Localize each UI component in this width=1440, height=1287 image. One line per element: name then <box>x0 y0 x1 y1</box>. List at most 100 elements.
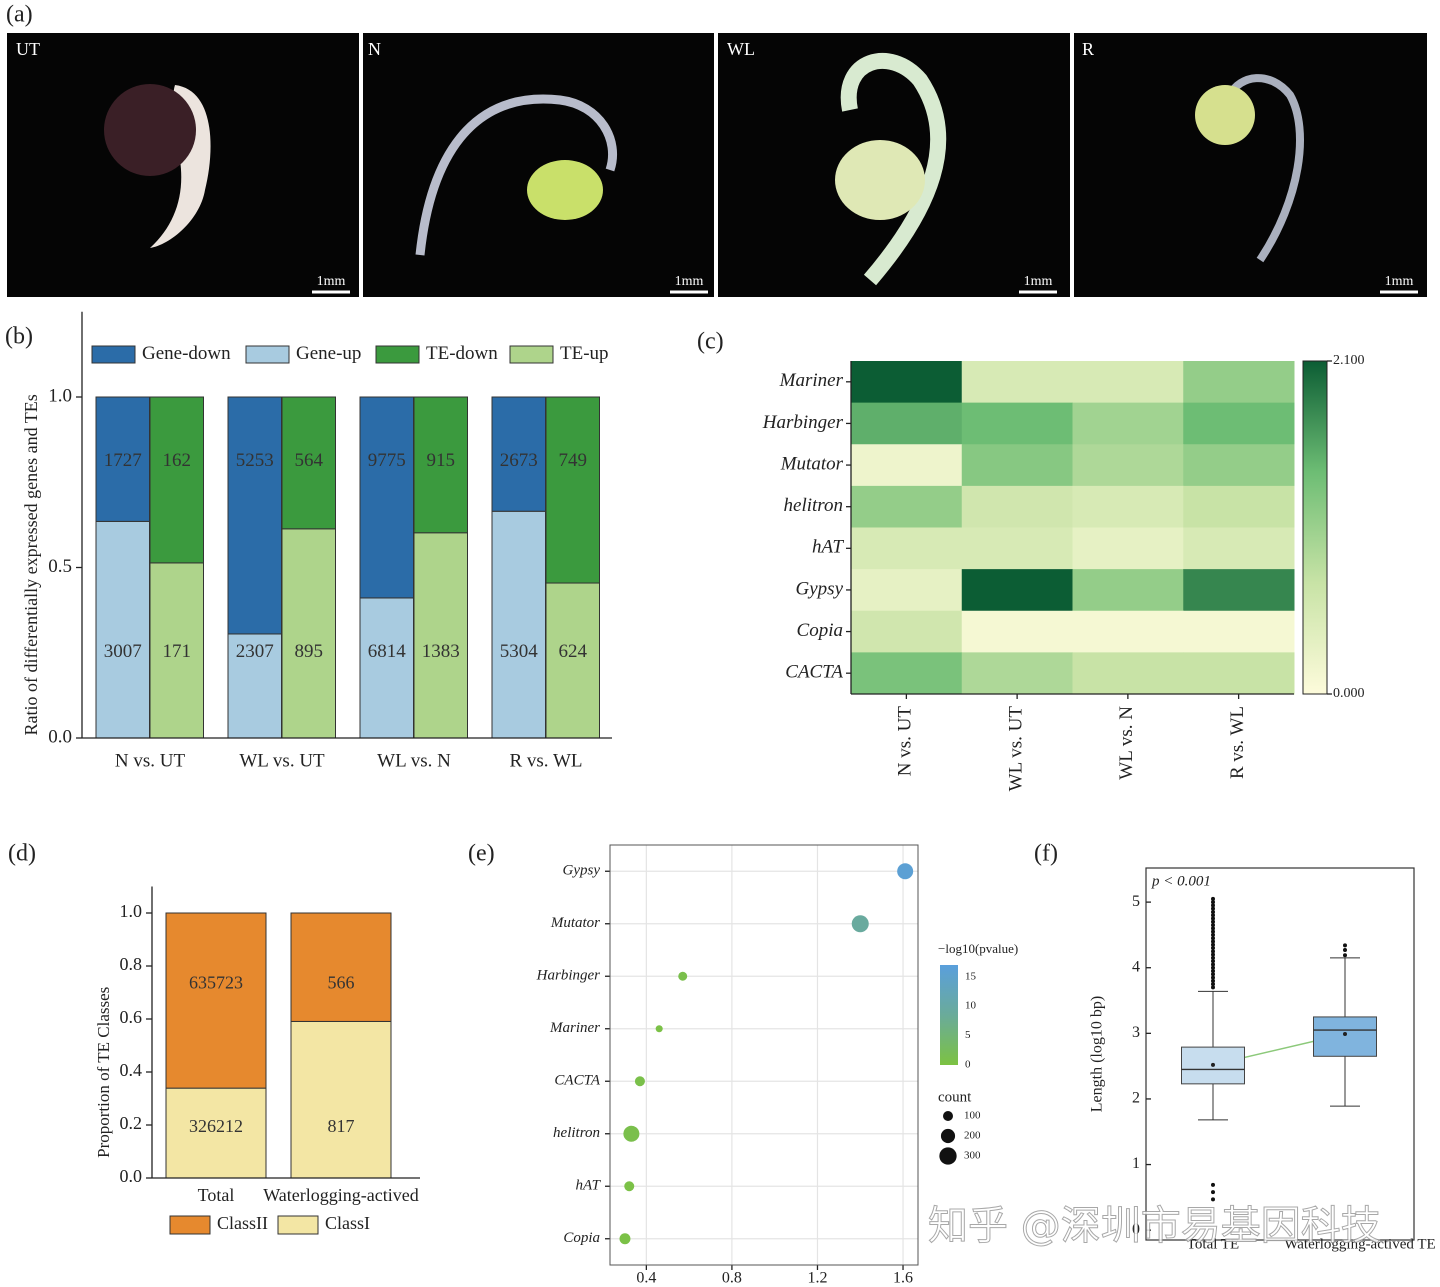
y-tick-label: 0.0 <box>48 726 72 747</box>
x-tick-label: 1.2 <box>807 1270 827 1287</box>
legend-label: Gene-up <box>296 343 361 364</box>
plot-frame <box>1145 867 1415 1241</box>
heatmap-cell <box>961 610 1073 653</box>
data-label: 5253 <box>236 450 274 471</box>
x-tick-label: Total TE <box>1187 1236 1239 1252</box>
outlier <box>1211 900 1215 905</box>
column-label: WL vs. N <box>1116 706 1137 780</box>
colorbar-label: 5 <box>965 1029 971 1041</box>
y-tick-label: 0.4 <box>120 1060 143 1080</box>
x-tick-label: Waterlogging-actived TE <box>1284 1236 1435 1252</box>
heatmap-cell <box>851 402 963 445</box>
panel-label: (d) <box>8 841 36 867</box>
outlier <box>1211 942 1215 947</box>
outlier <box>1211 936 1215 941</box>
point <box>623 1125 640 1142</box>
heatmap-cell <box>1072 485 1184 528</box>
legend-swatch <box>245 345 290 364</box>
y-tick-label: 0.6 <box>120 1007 143 1027</box>
y-tick-label: 0.5 <box>48 556 72 577</box>
size-legend-label: 200 <box>964 1130 981 1142</box>
data-label: 624 <box>559 641 588 662</box>
outlier <box>1211 985 1215 990</box>
data-label: 326212 <box>189 1116 243 1136</box>
legend-swatch <box>277 1215 319 1235</box>
data-label: 2307 <box>236 641 274 662</box>
heatmap-cell <box>961 485 1073 528</box>
watermark: 知乎 @深圳市易基因科技 <box>928 1203 1381 1249</box>
y-tick-label: helitron <box>553 1125 600 1141</box>
y-tick-label: 3 <box>1132 1024 1140 1041</box>
outlier <box>1211 1190 1215 1195</box>
size-legend-label: 100 <box>964 1110 981 1122</box>
bar-segment <box>290 1020 392 1179</box>
row-label: helitron <box>784 495 843 516</box>
x-tick-label: Total <box>198 1185 235 1205</box>
outlier <box>1211 923 1215 928</box>
heatmap-cell <box>1183 402 1295 445</box>
y-tick-label: Harbinger <box>536 968 600 984</box>
outlier <box>1211 913 1215 918</box>
outlier <box>1211 975 1215 980</box>
bar-segment <box>359 396 414 599</box>
heatmap-cell <box>961 444 1073 487</box>
y-tick-label: Mutator <box>550 915 600 931</box>
panel-label: (a) <box>6 2 33 28</box>
y-tick-label: 0 <box>1132 1221 1140 1238</box>
outlier <box>1211 969 1215 974</box>
outlier <box>1211 939 1215 944</box>
y-tick-label: 1 <box>1132 1155 1140 1172</box>
heatmap-cell <box>1072 610 1184 653</box>
outlier <box>1211 903 1215 908</box>
annotation: p < 0.001 <box>1151 873 1211 889</box>
heatmap-cell <box>961 652 1073 695</box>
heatmap-cell <box>851 485 963 528</box>
heatmap-cell <box>1072 569 1184 612</box>
legend-label: Gene-down <box>142 343 231 364</box>
heatmap-cell <box>1072 652 1184 695</box>
size-legend-point <box>940 1128 956 1144</box>
data-label: 1383 <box>422 641 460 662</box>
heatmap-cell <box>1072 527 1184 570</box>
heatmap-cell <box>851 527 963 570</box>
scale-bar-label: 1mm <box>317 274 346 289</box>
x-tick-label: Waterlogging-actived <box>263 1185 419 1205</box>
scale-bar-label: 1mm <box>1385 274 1414 289</box>
legend-swatch <box>91 345 136 364</box>
row-label: hAT <box>812 537 844 558</box>
column-label: WL vs. UT <box>1005 706 1026 792</box>
bar-segment <box>227 396 282 635</box>
size-legend-point <box>943 1111 953 1121</box>
y-tick-label: Copia <box>563 1230 600 1246</box>
data-label: 566 <box>328 973 355 993</box>
scale-bar-label: 1mm <box>675 274 704 289</box>
heatmap-cell <box>1183 569 1295 612</box>
data-label: 564 <box>295 450 324 471</box>
bar-segment <box>413 532 468 739</box>
seedling <box>840 52 947 286</box>
row-label: Harbinger <box>762 412 844 433</box>
colorbar-label: 10 <box>965 1000 977 1012</box>
outlier <box>1211 896 1215 901</box>
photo-label: R <box>1082 39 1094 59</box>
data-label: 817 <box>328 1116 355 1136</box>
bar-segment <box>281 528 336 739</box>
outlier <box>1211 929 1215 934</box>
bar-segment <box>281 396 336 530</box>
bar-segment <box>95 520 150 739</box>
photo <box>1074 33 1427 297</box>
box <box>1313 1016 1377 1057</box>
heatmap-cell <box>1072 444 1184 487</box>
y-tick-label: 2 <box>1132 1090 1140 1107</box>
point <box>851 915 869 933</box>
y-axis-label: Proportion of TE Classes <box>94 987 113 1158</box>
legend-swatch <box>169 1215 211 1235</box>
outlier <box>1211 932 1215 937</box>
heatmap-cell <box>1183 610 1295 653</box>
colorbar-label: 0 <box>965 1059 971 1071</box>
y-tick-label: 0.8 <box>120 954 143 974</box>
heatmap-cell <box>1072 402 1184 445</box>
legend-label: ClassII <box>217 1213 268 1233</box>
size-legend-label: 300 <box>964 1150 981 1162</box>
y-tick-label: Mariner <box>549 1020 600 1036</box>
